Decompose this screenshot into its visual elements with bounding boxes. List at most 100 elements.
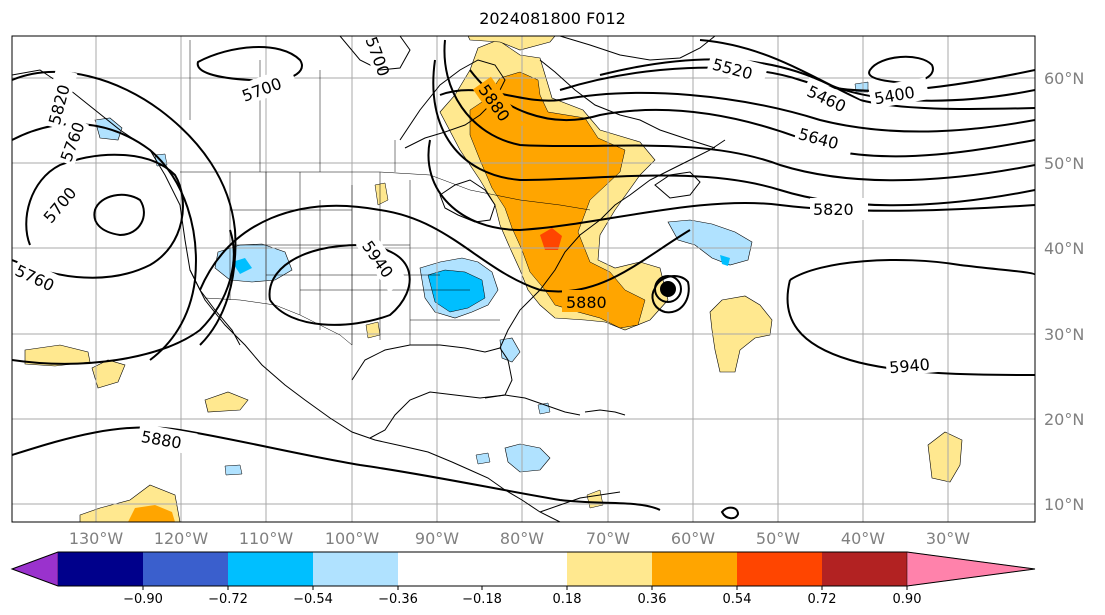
colorbar-tick-label: 0.18 [553,592,582,607]
colorbar-tick-label: −0.36 [378,592,418,607]
field-yellow-mexico-w [204,391,249,413]
coast-gulf-of-mexico [351,344,513,439]
lon-label-120w: 120°W [154,529,209,548]
colorbar-tick-label: 0.54 [723,592,752,607]
colorbar-swatch-p072-p090 [822,552,907,586]
contour-label-5880-ne: 5880 [566,293,607,312]
colorbar-swatch-gt-p090 [906,551,1036,587]
great-lakes [439,179,496,223]
lon-label-60w: 60°W [671,529,715,548]
contour-5700-east [443,39,1035,182]
coast-baffin [339,36,411,71]
field-blue-rockies [232,258,252,274]
colorbar-ticks [142,586,908,590]
lon-label-80w: 80°W [500,529,544,548]
field-lightblue-caribbean [504,443,551,473]
colorbar-tick-label: 0.90 [893,592,922,607]
contour-5940-atlantic-s [786,279,1035,376]
colorbar-tick-label: −0.90 [123,592,163,607]
coastlines [12,36,726,522]
hurricane-marker-icon [660,281,676,297]
lon-label-90w: 90°W [415,529,459,548]
lon-label-110w: 110°W [239,529,294,548]
colorbar-swatch-p054-p072 [737,552,822,586]
border-us-canada [180,171,591,211]
coast-hispaniola [584,409,626,416]
field-red-chesapeake [540,228,562,250]
contour-closed-hudson [196,46,303,83]
height-contours [12,39,1035,520]
lon-label-50w: 50°W [756,529,800,548]
contour-label-5820: 5820 [813,200,854,219]
lat-label-60n: 60°N [1044,69,1084,88]
colorbar-tick-label: −0.18 [462,592,502,607]
colorbar: −0.90 −0.72 −0.54 −0.36 −0.18 0.18 0.36 … [10,551,1036,607]
field-lightblue-small-2 [224,464,243,476]
contour-5940-us [268,243,411,326]
field-blue-southeast-us [427,269,486,313]
colorbar-tick-label: 0.36 [638,592,667,607]
colorbar-swatch-n018-p018 [398,552,567,586]
field-orange-east-pacific-s [128,505,175,522]
lat-label-30n: 30°N [1044,325,1084,344]
colorbar-swatch-n090-n072 [58,552,143,586]
lat-label-50n: 50°N [1044,154,1084,173]
contour-5700-west [12,71,237,346]
colorbar-swatch-n072-n054 [143,552,228,586]
longitude-labels: 130°W 120°W 110°W 100°W 90°W 80°W 70°W 6… [69,529,970,548]
contour-5820-west [12,153,184,279]
contour-5640 [469,69,1035,158]
contour-5880-west [12,229,235,365]
colorbar-swatch-n054-n036 [228,552,313,586]
hurricane-ring-icon [654,275,682,303]
field-yellow-africa-w [927,431,963,483]
contour-closed-small [720,506,740,520]
map-frame [11,35,1036,523]
state-lines-2 [230,209,500,321]
field-lightblue-small-5 [475,452,491,465]
lat-label-40n: 40°N [1044,239,1084,258]
lon-label-30w: 30°W [926,529,970,548]
colorbar-outline [10,551,1036,587]
contour-closed-baffin [868,55,934,84]
colorbar-swatch-p036-p054 [652,552,737,586]
lat-label-10n: 10°N [1044,495,1084,514]
contour-5880-south [12,426,661,511]
contour-5760-east [432,59,1035,207]
coast-greenland-s [559,36,716,61]
lat-label-20n: 20°N [1044,410,1084,429]
field-yellow-small-3 [365,321,381,339]
contour-closed-low-west [93,193,145,237]
coast-labrador [539,59,716,149]
lon-label-40w: 40°W [841,529,885,548]
colorbar-tick-label: 0.72 [808,592,837,607]
colorbar-swatch-lt-n090 [11,551,59,587]
state-lines-1 [229,172,411,345]
colorbar-tick-label: −0.54 [293,592,333,607]
contour-5520 [559,66,1035,92]
lon-label-100w: 100°W [325,529,380,548]
contour-label-5940-atlantic: 5940 [888,355,930,377]
political-borders [180,40,591,346]
coast-baja [189,269,241,346]
contour-5400 [699,39,1035,111]
contour-5580 [439,89,1035,133]
coast-hudson-bay [399,59,506,149]
lon-label-130w: 130°W [69,529,124,548]
latitude-labels: 60°N 50°N 40°N 30°N 20°N 10°N [1044,69,1084,514]
contour-5940-atlantic [789,259,1035,281]
colorbar-swatch-p018-p036 [567,552,652,586]
colorbar-swatch-n036-n018 [313,552,398,586]
field-blue-atlantic [720,255,730,266]
coast-cuba [484,394,581,416]
field-yellow-small-1 [374,182,389,206]
field-orange-northeast [469,71,646,329]
lon-label-70w: 70°W [586,529,630,548]
coast-south-america-north [539,491,621,513]
map-title: 2024081800 F012 [479,9,626,28]
contour-5820 [427,139,1035,232]
colorbar-tick-label: −0.72 [208,592,248,607]
contour-5880-main [199,204,691,293]
field-yellow-greenland [467,36,556,51]
